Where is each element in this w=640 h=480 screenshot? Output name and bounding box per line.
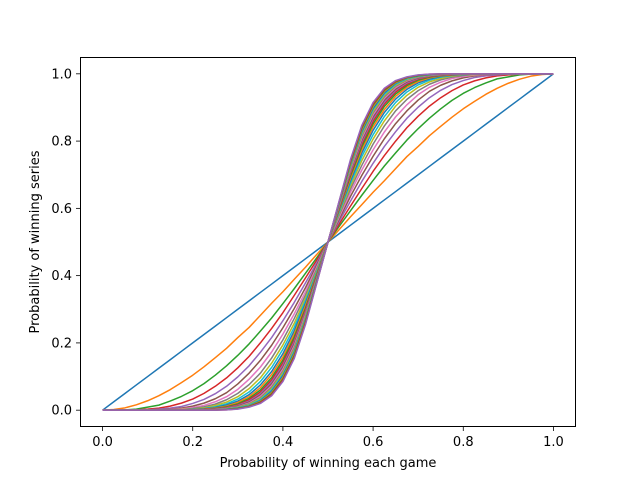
- y-tick-label: 0.4: [51, 269, 72, 284]
- plot-frame: [80, 57, 576, 427]
- x-tick-label: 0.8: [453, 435, 474, 450]
- x-tick-label: 1.0: [543, 435, 564, 450]
- y-tick-label: 0.8: [51, 135, 72, 150]
- y-tick-label: 0.0: [51, 404, 72, 419]
- y-axis-title: Probability of winning series: [28, 150, 43, 333]
- x-tick-label: 0.2: [182, 435, 203, 450]
- x-axis-title: Probability of winning each game: [220, 456, 437, 471]
- y-tick-label: 1.0: [51, 67, 72, 82]
- x-tick-label: 0.0: [92, 435, 113, 450]
- x-tick-label: 0.4: [273, 435, 294, 450]
- x-tick-label: 0.6: [363, 435, 384, 450]
- y-tick-label: 0.6: [51, 202, 72, 217]
- x-axis: 0.0 0.2 0.4 0.6 0.8 1.0: [92, 427, 564, 450]
- series-group: [102, 73, 554, 411]
- y-tick-label: 0.2: [51, 336, 72, 351]
- y-axis: 0.0 0.2 0.4 0.6 0.8 1.0: [51, 67, 80, 419]
- series-line-25: [102, 73, 554, 411]
